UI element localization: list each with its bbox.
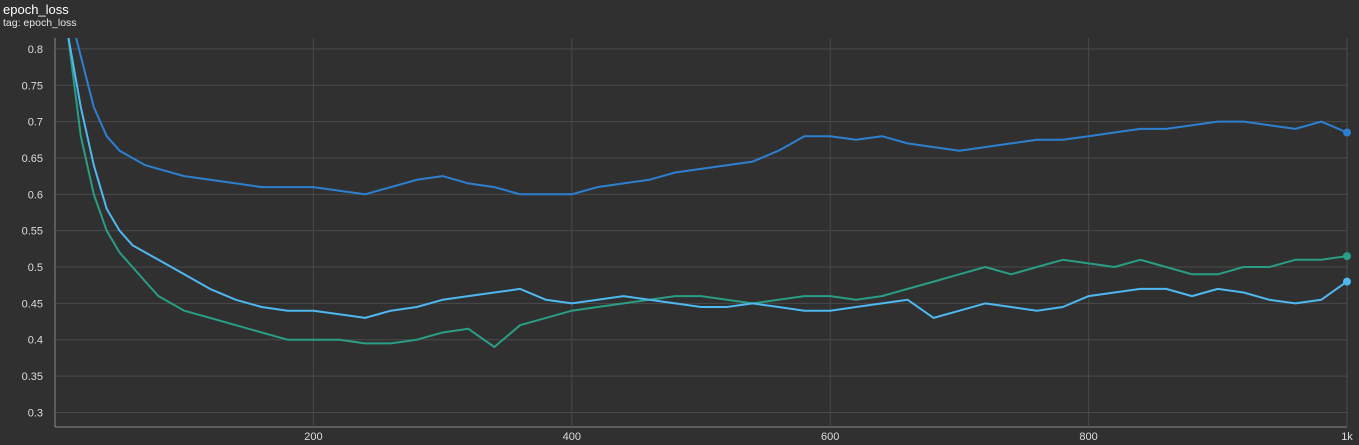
y-tick-label: 0.8 [28, 44, 43, 56]
chart-tag-label: tag: epoch_loss [3, 17, 77, 29]
x-tick-label: 400 [563, 431, 581, 443]
y-tick-label: 0.6 [28, 189, 43, 201]
series-end-point-2 [1343, 252, 1351, 261]
chart-header: epoch_loss tag: epoch_loss [3, 2, 77, 30]
y-tick-label: 0.55 [22, 226, 43, 238]
y-tick-label: 0.35 [22, 371, 43, 383]
x-tick-label: 800 [1079, 431, 1097, 443]
x-tick-label: 200 [304, 431, 322, 443]
y-tick-label: 0.75 [22, 80, 43, 92]
chart-title: epoch_loss [3, 2, 69, 17]
y-tick-label: 0.4 [28, 335, 43, 347]
y-tick-label: 0.3 [28, 407, 43, 419]
y-tick-label: 0.5 [28, 262, 43, 274]
x-tick-label: 1k [1341, 431, 1353, 443]
series-layer [67, 38, 1351, 348]
y-tick-label: 0.65 [22, 153, 43, 165]
y-tick-label: 0.45 [22, 298, 43, 310]
series-line-1 [75, 38, 1348, 196]
series-end-point-3 [1343, 277, 1351, 286]
series-line-2 [67, 38, 1348, 348]
y-tick-label: 0.7 [28, 117, 43, 129]
x-tick-label: 600 [821, 431, 839, 443]
y-tick-labels: 0.3 0.35 0.4 0.45 0.5 0.55 0.6 0.65 0.7 0.75 0.8 [22, 44, 43, 420]
grid-layer [54, 38, 1348, 428]
series-end-point-1 [1343, 128, 1351, 137]
series-line-3 [67, 38, 1348, 319]
x-tick-labels: 200 400 600 800 1k [304, 431, 1353, 443]
